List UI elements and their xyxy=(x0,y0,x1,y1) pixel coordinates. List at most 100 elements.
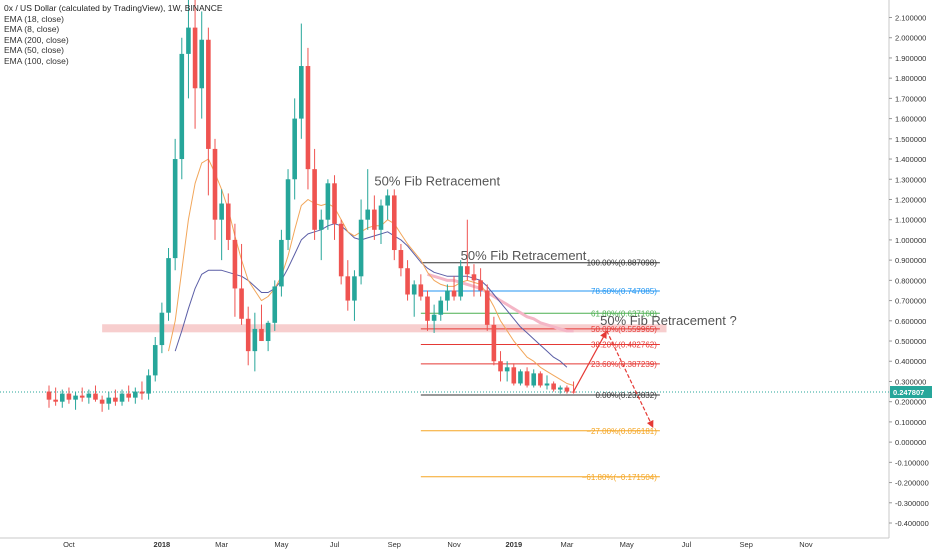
fib-level-label: −27.00%(0.056181) xyxy=(586,427,657,436)
candle-body xyxy=(358,219,364,277)
price-tick-label: 0.500000 xyxy=(895,337,926,346)
candle-body xyxy=(119,393,125,402)
fib-level-label: 50.00%(0.559965) xyxy=(591,325,657,334)
price-tick-label: 0.000000 xyxy=(895,438,926,447)
time-tick-label: Sep xyxy=(740,540,753,549)
fib-level-label: 0.00%(0.232832) xyxy=(595,391,657,400)
time-tick-label: May xyxy=(274,540,288,549)
candle-body xyxy=(345,276,351,301)
candle-body xyxy=(272,286,278,323)
candle-body xyxy=(571,391,576,393)
time-tick-label: May xyxy=(620,540,634,549)
candle-body xyxy=(398,250,404,269)
time-tick-label: 2019 xyxy=(505,540,522,549)
candle-body xyxy=(292,118,297,180)
chart-legend: 0x / US Dollar (calculated by TradingVie… xyxy=(4,3,223,66)
candle-body xyxy=(252,328,258,352)
candle-body xyxy=(318,219,324,230)
candle-body xyxy=(285,179,291,240)
candle-body xyxy=(498,361,503,372)
time-tick-label: Jul xyxy=(330,540,340,549)
price-tick-label: 1.400000 xyxy=(895,155,926,164)
price-tick-label: 0.900000 xyxy=(895,256,926,265)
candle-body xyxy=(152,345,158,376)
candle-body xyxy=(99,399,105,404)
candle-body xyxy=(425,296,430,321)
candle-body xyxy=(372,209,377,230)
candle-body xyxy=(431,314,437,321)
candle-body xyxy=(232,239,238,289)
candle-body xyxy=(159,312,165,346)
candle-body xyxy=(172,159,178,259)
price-tick-label: 1.200000 xyxy=(895,195,926,204)
candle-body xyxy=(59,393,65,402)
fib-level-label: 78.60%(0.747085) xyxy=(591,287,657,296)
candle-body xyxy=(113,397,118,402)
price-tick-label: -0.200000 xyxy=(895,479,929,488)
chart-title: 0x / US Dollar (calculated by TradingVie… xyxy=(4,3,223,13)
price-tick-label: 0.400000 xyxy=(895,357,926,366)
price-tick-label: 1.800000 xyxy=(895,74,926,83)
candle-body xyxy=(411,284,417,295)
candle-body xyxy=(332,183,337,224)
candle-body xyxy=(139,391,145,394)
price-tick-label: 0.800000 xyxy=(895,276,926,285)
fib-level-label: 61.80%(0.637168) xyxy=(591,309,657,318)
candle-body xyxy=(305,66,311,170)
candle-body xyxy=(445,290,450,301)
price-tick-label: 1.100000 xyxy=(895,216,926,225)
candle-body xyxy=(544,383,550,386)
indicator-label: EMA (200, close) xyxy=(4,34,69,45)
price-tick-label: 1.700000 xyxy=(895,94,926,103)
candle-body xyxy=(418,284,424,297)
candle-body xyxy=(518,371,523,384)
fib-level-label: 100.00%(0.887098) xyxy=(587,259,658,268)
last-price-tag-label: 0.247807 xyxy=(893,388,924,397)
candle-body xyxy=(524,371,530,386)
time-tick-label: Mar xyxy=(560,540,573,549)
resistance-zone xyxy=(102,324,667,333)
indicator-label: EMA (8, close) xyxy=(4,24,60,34)
candle-body xyxy=(405,268,410,295)
candle-body xyxy=(219,203,224,220)
candle-body xyxy=(557,387,563,390)
price-tick-label: 2.000000 xyxy=(895,34,926,43)
price-tick-label: 1.600000 xyxy=(895,115,926,124)
time-tick-label: Oct xyxy=(63,540,76,549)
ema-100-line xyxy=(427,272,574,333)
annotation-text: 50% Fib Retracement xyxy=(461,248,587,263)
price-tick-label: 2.100000 xyxy=(895,14,926,23)
candle-body xyxy=(146,375,151,394)
price-tick-label: 0.600000 xyxy=(895,317,926,326)
candle-body xyxy=(438,300,444,315)
candle-body xyxy=(338,223,344,277)
time-tick-label: Nov xyxy=(447,540,461,549)
candle-body xyxy=(206,39,211,149)
candle-body xyxy=(385,195,390,206)
candle-body xyxy=(93,393,98,400)
candle-body xyxy=(299,66,304,119)
candle-body xyxy=(491,324,497,362)
annotation-text: 50% Fib Retracement xyxy=(374,173,500,188)
time-tick-label: Nov xyxy=(799,540,813,549)
candle-body xyxy=(465,266,470,275)
candle-body xyxy=(53,399,58,402)
candle-body xyxy=(531,373,537,386)
time-tick-label: Mar xyxy=(215,540,228,549)
candle-body xyxy=(86,393,92,398)
indicator-label: EMA (100, close) xyxy=(4,55,69,66)
fib-level-label: −61.80%(−0.171504) xyxy=(582,473,658,482)
candle-body xyxy=(478,280,483,291)
candle-body xyxy=(484,290,490,325)
price-tick-label: 1.300000 xyxy=(895,175,926,184)
price-tick-label: -0.300000 xyxy=(895,499,929,508)
candle-body xyxy=(265,322,271,342)
candle-body xyxy=(66,393,72,400)
candle-body xyxy=(471,274,477,281)
candle-body xyxy=(511,367,517,384)
candle-body xyxy=(212,148,218,220)
price-axis-area xyxy=(889,0,932,550)
candle-body xyxy=(79,395,85,398)
